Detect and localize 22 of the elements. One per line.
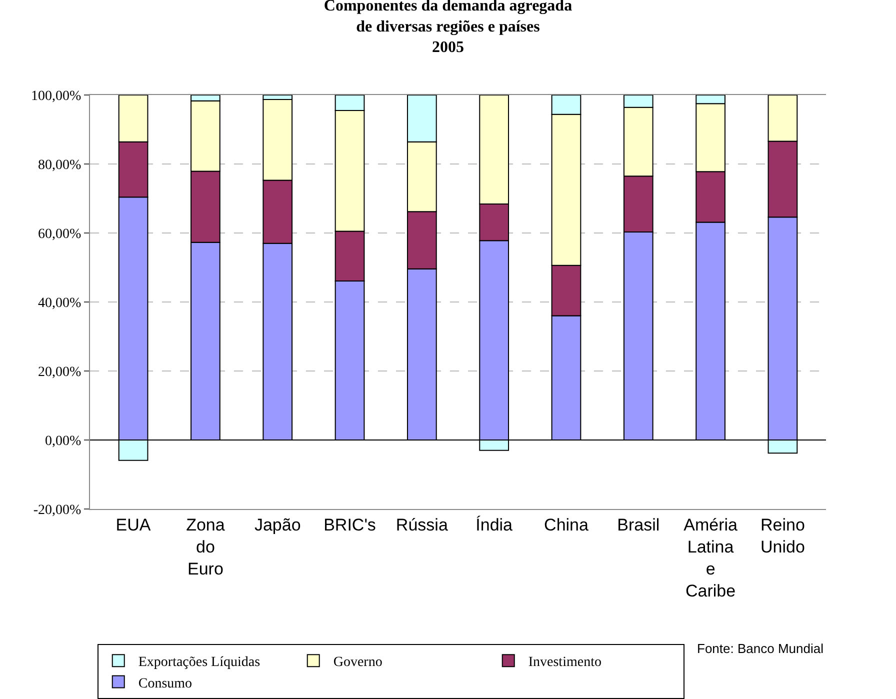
x-tick-label: BRIC's [324,515,376,534]
y-tick-label: 60,00% [38,226,82,242]
x-tick-label: Reino Unido [760,515,805,556]
x-tick-label: Índia [476,515,514,534]
legend-label: Consumo [138,676,192,692]
y-tick-label: 80,00% [38,158,82,173]
x-tick-label: EUA [116,515,152,534]
y-tick-label: 100,00% [31,88,82,104]
legend-label: Investimento [528,655,602,670]
y-tick-label: 20,00% [38,364,82,380]
x-tick-label: Rússia [396,515,448,534]
x-tick-label: Zona do Euro [186,515,226,579]
y-tick-label: -20,00% [33,502,82,518]
x-tick-label: Japão [254,515,301,534]
source-note: Fonte: Banco Mundial [697,641,824,656]
y-tick-label: 0,00% [45,434,82,449]
legend-label: Exportações Líquidas [138,655,260,670]
y-tick-label: 40,00% [38,296,82,311]
x-tick-label: China [544,515,589,534]
x-tick-label: Améria Latina e Caribe [684,515,738,601]
x-tick-label: Brasil [617,515,660,534]
legend-label: Governo [333,655,382,670]
